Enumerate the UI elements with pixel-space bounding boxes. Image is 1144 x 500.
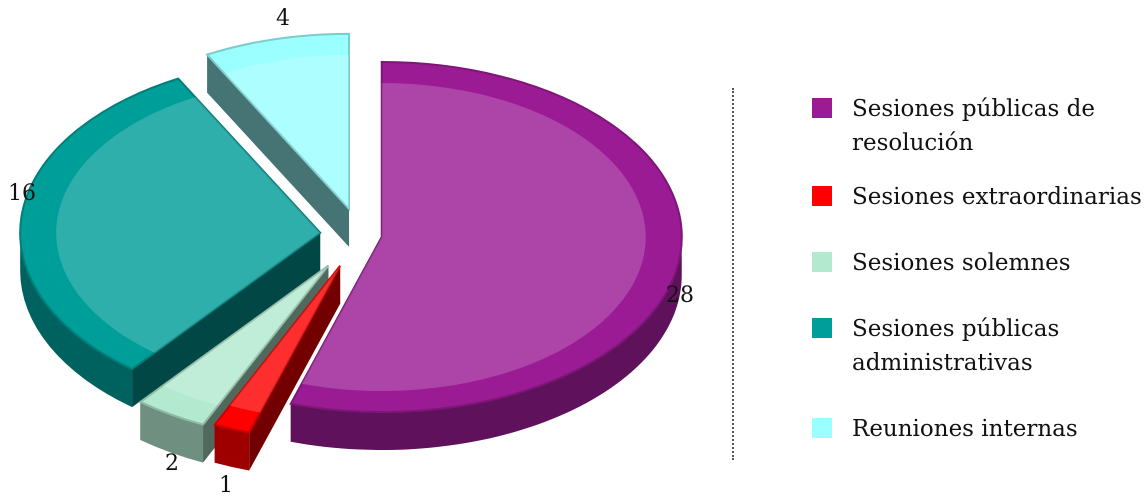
legend-swatch — [812, 252, 832, 272]
slice-top — [205, 32, 351, 212]
slice-data-label: 4 — [276, 6, 290, 31]
legend-swatch — [812, 418, 832, 438]
legend-label: Sesiones públicas de resolución — [852, 96, 1095, 156]
legend-item-extraordinarias: Sesiones extraordinarias — [812, 180, 1142, 214]
slice-data-label: 2 — [165, 451, 179, 476]
slice-top — [19, 77, 322, 371]
slice-highlight — [56, 97, 321, 353]
legend-label: Reuniones internas — [852, 416, 1078, 442]
slice-side-wall — [207, 54, 350, 247]
legend-label: Sesiones extraordinarias — [852, 184, 1142, 210]
pie-slice — [213, 265, 342, 471]
slice-rim — [20, 232, 133, 408]
slice-highlight — [162, 265, 329, 406]
legend-item-reuniones: Reuniones internas — [812, 412, 1142, 446]
slice-top — [138, 264, 330, 426]
legend-swatch — [812, 186, 832, 206]
slice-highlight — [229, 265, 341, 413]
legend-item-solemnes: Sesiones solemnes — [812, 246, 1142, 280]
legend-item-administrativas: Sesiones públicas administrativas — [812, 312, 1142, 380]
pie-slice — [289, 61, 683, 451]
slice-data-label: 28 — [666, 283, 694, 308]
slice-top — [213, 265, 342, 434]
pie-chart: 28 1 2 16 4 — [8, 6, 694, 498]
legend: Sesiones públicas de resolución Sesiones… — [812, 0, 1142, 500]
pie-chart-area: 28 1 2 16 4 — [8, 6, 694, 498]
slice-highlight — [224, 54, 350, 209]
legend-swatch — [812, 98, 832, 118]
legend-item-resolucion: Sesiones públicas de resolución — [812, 92, 1142, 160]
slice-data-label: 1 — [219, 473, 233, 498]
slice-rim — [214, 424, 250, 471]
legend-divider — [732, 88, 734, 460]
slice-highlight — [301, 83, 646, 392]
pie-slice — [205, 32, 351, 247]
slice-rim — [140, 401, 204, 463]
slice-side-wall — [132, 232, 321, 408]
slice-data-label: 16 — [8, 181, 36, 206]
pie-slice — [19, 77, 322, 408]
legend-label: Sesiones solemnes — [852, 250, 1071, 276]
slice-top — [289, 61, 683, 413]
legend-label: Sesiones públicas administrativas — [852, 316, 1060, 376]
legend-swatch — [812, 318, 832, 338]
slice-rim — [290, 237, 682, 451]
